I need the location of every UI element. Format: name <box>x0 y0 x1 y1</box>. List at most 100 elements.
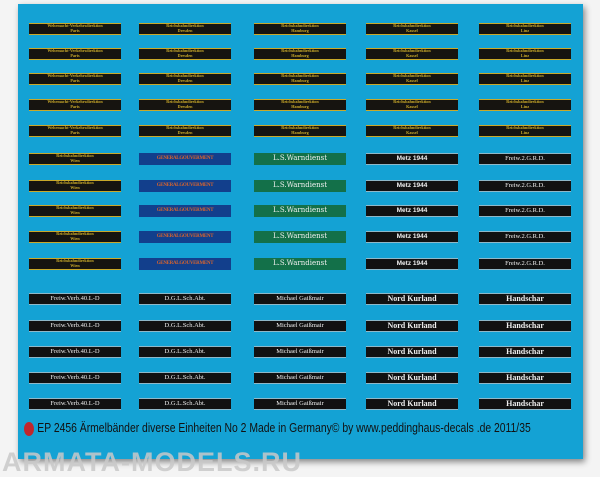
band-text: Kassel <box>406 130 418 135</box>
decal-band: D.G.L.Sch.Abt. <box>139 293 231 305</box>
band-text: Hamburg <box>291 28 309 33</box>
band-text: Wien <box>70 158 80 163</box>
band-text: L.S.Warndienst <box>272 259 328 268</box>
band-text: Handschar <box>506 398 544 408</box>
decal-band: Nord Kurland <box>366 293 458 305</box>
decal-band: Nord Kurland <box>366 372 458 384</box>
band-text: Freiw.2.G.R.D. <box>505 182 545 190</box>
decal-band: Michael Gaißmair <box>254 293 346 305</box>
band-text: Freiw.Verb.40.L-D <box>50 348 100 356</box>
band-text: Linz <box>520 28 530 33</box>
decal-band: Metz 1944 <box>366 153 458 165</box>
band-text: Dresden <box>177 104 193 109</box>
band-text: Michael Gaißmair <box>276 322 324 330</box>
decal-band: Michael Gaißmair <box>254 346 346 358</box>
band-text: Reichsbahndirektion <box>393 48 431 54</box>
band-text: GENERALGOUVERMENT <box>156 156 214 162</box>
band-text: Nord Kurland <box>387 346 437 356</box>
decal-band: Freiw.2.G.R.D. <box>479 153 571 165</box>
decal-band: GENERALGOUVERMENT <box>139 180 231 192</box>
decal-band: Reichsbahndirektion Dresden <box>139 99 231 111</box>
band-text: Freiw.Verb.40.L-D <box>50 374 100 382</box>
band-text: Wien <box>70 236 80 241</box>
decal-band: Reichsbahndirektion Dresden <box>139 48 231 60</box>
decal-band: Reichsbahndirektion Wien <box>29 258 121 270</box>
band-text: Reichsbahndirektion <box>56 231 94 237</box>
band-text: Reichsbahndirektion <box>393 73 431 79</box>
decal-band: Metz 1944 <box>366 258 458 270</box>
band-text: Metz 1944 <box>396 182 428 190</box>
decal-band: Michael Gaißmair <box>254 372 346 384</box>
decal-band: Reichsbahndirektion Linz <box>479 23 571 35</box>
band-text: Reichsbahndirektion <box>281 99 319 105</box>
band-text: Reichsbahndirektion <box>166 23 204 29</box>
band-text: Hamburg <box>291 53 309 58</box>
decal-band: Handschar <box>479 372 571 384</box>
band-text: Handschar <box>506 293 544 303</box>
decal-band: GENERALGOUVERMENT <box>139 205 231 217</box>
decal-band: Freiw.2.G.R.D. <box>479 258 571 270</box>
band-text: Nord Kurland <box>387 293 437 303</box>
decal-band: L.S.Warndienst <box>254 153 346 165</box>
band-text: Linz <box>520 78 530 83</box>
decal-band: Reichsbahndirektion Dresden <box>139 73 231 85</box>
decal-band: Freiw.2.G.R.D. <box>479 231 571 243</box>
footer-text: EP 2456 Ärmelbänder diverse Einheiten No… <box>37 421 531 435</box>
decal-band: Reichsbahndirektion Hamburg <box>254 48 346 60</box>
decal-band: L.S.Warndienst <box>254 205 346 217</box>
decal-band: Wehrmacht-Verkehrsdirektion Paris <box>29 23 121 35</box>
band-text: Reichsbahndirektion <box>56 205 94 211</box>
decal-band: D.G.L.Sch.Abt. <box>139 398 231 410</box>
band-text: Handschar <box>506 346 544 356</box>
band-text: L.S.Warndienst <box>272 181 328 190</box>
decal-band: Michael Gaißmair <box>254 398 346 410</box>
decal-band: Reichsbahndirektion Kassel <box>366 99 458 111</box>
decal-band: Nord Kurland <box>366 320 458 332</box>
decal-band: Reichsbahndirektion Kassel <box>366 125 458 137</box>
band-text: Reichsbahndirektion <box>281 73 319 79</box>
decal-band: Reichsbahndirektion Linz <box>479 99 571 111</box>
band-text: Linz <box>520 130 530 135</box>
decal-band: Handschar <box>479 346 571 358</box>
band-text: Freiw.2.G.R.D. <box>505 260 545 268</box>
decal-band: Reichsbahndirektion Hamburg <box>254 73 346 85</box>
decal-band: Handschar <box>479 320 571 332</box>
decal-band: Freiw.Verb.40.L-D <box>29 346 121 358</box>
band-text: Reichsbahndirektion <box>506 73 544 79</box>
band-text: Wehrmacht-Verkehrsdirektion <box>47 73 103 79</box>
decal-band: Freiw.Verb.40.L-D <box>29 293 121 305</box>
decal-band: GENERALGOUVERMENT <box>139 258 231 270</box>
band-text: Reichsbahndirektion <box>56 180 94 186</box>
band-text: Nord Kurland <box>387 398 437 408</box>
band-text: D.G.L.Sch.Abt. <box>164 295 206 303</box>
band-text: Michael Gaißmair <box>276 295 324 303</box>
band-text: Nord Kurland <box>387 320 437 330</box>
band-text: Michael Gaißmair <box>276 374 324 382</box>
band-text: Hamburg <box>291 130 309 135</box>
band-text: Freiw.Verb.40.L-D <box>50 295 100 303</box>
decal-band: GENERALGOUVERMENT <box>139 153 231 165</box>
band-text: Paris <box>70 28 80 33</box>
decal-band: Freiw.Verb.40.L-D <box>29 372 121 384</box>
decal-band: L.S.Warndienst <box>254 231 346 243</box>
band-text: Wien <box>70 185 80 190</box>
band-text: Wehrmacht-Verkehrsdirektion <box>47 23 103 29</box>
band-text: Reichsbahndirektion <box>506 125 544 131</box>
band-text: Freiw.2.G.R.D. <box>505 207 545 215</box>
decal-band: Freiw.Verb.40.L-D <box>29 398 121 410</box>
decal-band: Reichsbahndirektion Linz <box>479 73 571 85</box>
decal-band: L.S.Warndienst <box>254 258 346 270</box>
band-text: Handschar <box>506 372 544 382</box>
decal-band: D.G.L.Sch.Abt. <box>139 320 231 332</box>
band-text: Freiw.Verb.40.L-D <box>50 322 100 330</box>
band-text: Dresden <box>177 78 193 83</box>
band-text: Freiw.2.G.R.D. <box>505 233 545 241</box>
band-text: Kassel <box>406 28 418 33</box>
band-text: Freiw.2.G.R.D. <box>505 155 545 163</box>
decal-band: Nord Kurland <box>366 398 458 410</box>
band-text: Dresden <box>177 130 193 135</box>
decal-band: Reichsbahndirektion Hamburg <box>254 125 346 137</box>
decal-band: L.S.Warndienst <box>254 180 346 192</box>
band-text: Handschar <box>506 320 544 330</box>
band-text: Wehrmacht-Verkehrsdirektion <box>47 48 103 54</box>
